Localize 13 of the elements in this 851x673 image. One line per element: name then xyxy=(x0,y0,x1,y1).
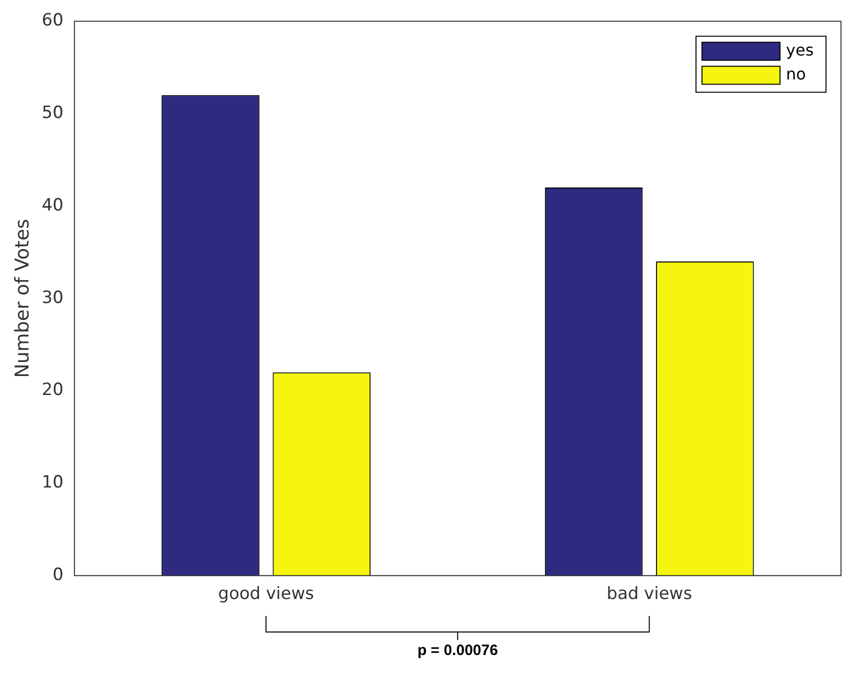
x-tick-label: bad views xyxy=(606,584,692,604)
x-tick-label: good views xyxy=(218,584,314,604)
text: p = 0.00076 xyxy=(416,642,499,659)
y-axis-title: Number of Votes xyxy=(11,218,34,378)
y-tick-label: 60 xyxy=(42,10,64,31)
y-tick-label: 20 xyxy=(42,380,64,400)
y-tick-label: 10 xyxy=(42,472,64,493)
y-tick-label: 50 xyxy=(42,103,64,124)
legend-label: yes xyxy=(786,40,814,60)
y-tick-label: 40 xyxy=(42,195,64,216)
legend-label: no xyxy=(786,64,806,84)
y-tick-label: 30 xyxy=(42,288,64,308)
y-tick-label: 0 xyxy=(52,565,64,586)
